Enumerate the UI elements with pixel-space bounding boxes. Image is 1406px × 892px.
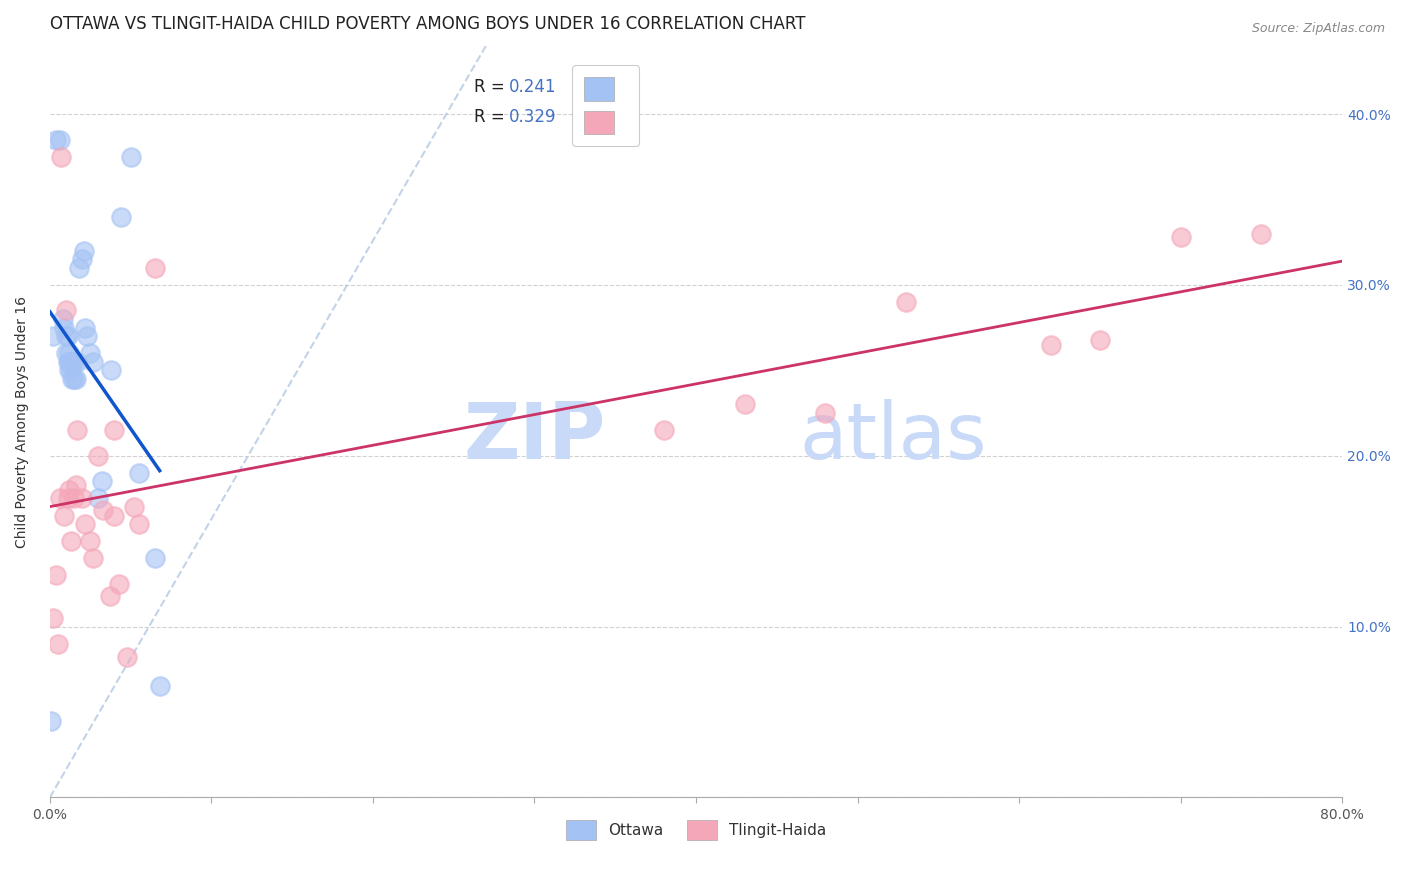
Point [75, 517, 97, 532]
Point [734, 397, 756, 411]
Point [52, 312, 75, 326]
Point [59, 534, 82, 549]
Point [59, 355, 82, 369]
Point [55, 303, 77, 318]
Point [76, 329, 98, 343]
Text: N =: N = [557, 78, 609, 96]
Point [67, 260, 90, 275]
Point [65, 477, 87, 491]
Point [1040, 337, 1063, 351]
Point [55, 346, 77, 360]
Point [87, 449, 110, 463]
Point [62, 372, 84, 386]
Point [82, 551, 104, 566]
Text: atlas: atlas [800, 399, 987, 475]
Point [58, 363, 80, 377]
Point [100, 363, 122, 377]
Text: Source: ZipAtlas.com: Source: ZipAtlas.com [1251, 22, 1385, 36]
Point [53, 320, 76, 334]
Text: ZIP: ZIP [464, 399, 606, 475]
Point [814, 406, 837, 420]
Point [73, 244, 96, 258]
Point [48, 491, 70, 506]
Legend: Ottawa, Tlingit-Haida: Ottawa, Tlingit-Haida [560, 814, 832, 847]
Point [63, 491, 86, 506]
Point [117, 650, 139, 665]
Point [79, 534, 101, 549]
Point [82, 355, 104, 369]
Point [1088, 333, 1111, 347]
Point [894, 295, 917, 310]
Point [66, 355, 89, 369]
Point [66, 423, 89, 437]
Point [45, 568, 67, 582]
Text: R =: R = [474, 78, 510, 96]
Point [62, 355, 84, 369]
Point [70, 252, 93, 267]
Point [56, 329, 79, 343]
Point [122, 500, 145, 514]
Point [55, 329, 77, 343]
Text: 35: 35 [603, 108, 624, 126]
Point [90, 475, 112, 489]
Point [41, 714, 63, 728]
Point [1250, 227, 1272, 241]
Point [128, 466, 150, 480]
Point [58, 355, 80, 369]
Point [46, 637, 69, 651]
Point [70, 491, 93, 506]
Point [103, 508, 125, 523]
Point [128, 517, 150, 532]
Point [49, 150, 72, 164]
Point [45, 133, 67, 147]
Y-axis label: Child Poverty Among Boys Under 16: Child Poverty Among Boys Under 16 [15, 295, 30, 548]
Point [53, 508, 76, 523]
Point [143, 551, 166, 566]
Point [110, 210, 132, 224]
Point [108, 577, 131, 591]
Point [58, 346, 80, 360]
Point [48, 133, 70, 147]
Point [652, 423, 675, 437]
Point [91, 503, 114, 517]
Point [143, 260, 166, 275]
Text: OTTAWA VS TLINGIT-HAIDA CHILD POVERTY AMONG BOYS UNDER 16 CORRELATION CHART: OTTAWA VS TLINGIT-HAIDA CHILD POVERTY AM… [49, 15, 806, 33]
Point [56, 491, 79, 506]
Point [42, 329, 65, 343]
Point [58, 483, 80, 497]
Text: N =: N = [557, 108, 609, 126]
Point [79, 346, 101, 360]
Point [120, 150, 142, 164]
Text: 0.241: 0.241 [509, 78, 557, 96]
Point [75, 320, 97, 334]
Text: 36: 36 [603, 78, 624, 96]
Point [42, 611, 65, 625]
Point [63, 355, 86, 369]
Point [87, 491, 110, 506]
Text: R =: R = [474, 108, 510, 126]
Point [1170, 230, 1192, 244]
Point [63, 372, 86, 386]
Point [103, 423, 125, 437]
Text: 0.329: 0.329 [509, 108, 557, 126]
Point [98, 589, 121, 603]
Point [59, 363, 82, 377]
Point [149, 679, 172, 693]
Point [56, 355, 79, 369]
Point [65, 372, 87, 386]
